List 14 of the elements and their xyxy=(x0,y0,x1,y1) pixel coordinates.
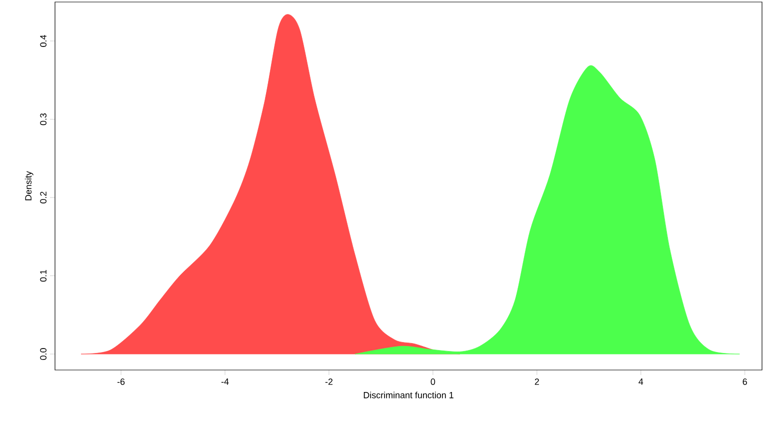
x-tick-label: -6 xyxy=(117,378,125,385)
x-tick-label: -4 xyxy=(221,378,229,385)
x-tick-label: -2 xyxy=(325,378,332,385)
y-tick-label: 0.1 xyxy=(40,270,46,282)
y-axis-title: Density xyxy=(24,171,34,200)
y-tick-label: 0.4 xyxy=(40,35,46,47)
y-tick-label: 0.2 xyxy=(40,192,46,204)
x-axis-title: Discriminant function 1 xyxy=(364,392,454,398)
x-tick-label: 0 xyxy=(430,378,436,385)
x-tick-label: 4 xyxy=(638,378,644,385)
y-tick-label: 0.0 xyxy=(40,348,46,360)
y-tick-label: 0.3 xyxy=(40,113,46,126)
x-tick-label: 2 xyxy=(534,378,539,385)
x-tick-label: 6 xyxy=(742,378,747,385)
